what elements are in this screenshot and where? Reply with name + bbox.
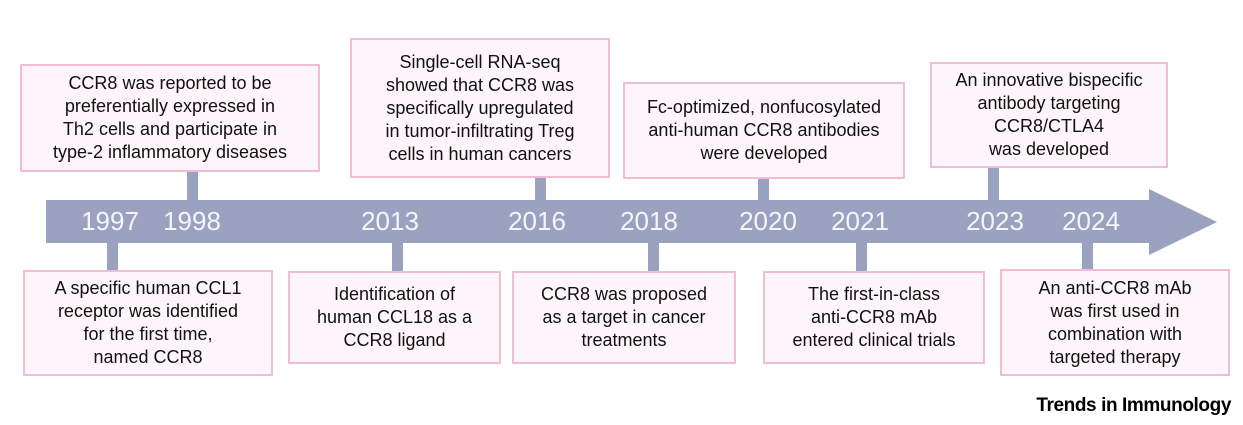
connector-2016-top [535,176,546,202]
year-label-2016: 2016 [508,206,566,236]
connector-1997-bottom [107,241,118,272]
event-box-1997: A specific human CCL1 receptor was ident… [23,270,273,376]
year-label-2023: 2023 [966,206,1024,236]
year-label-1997: 1997 [81,206,139,236]
event-box-2020: Fc-optimized, nonfucosylated anti-human … [623,82,905,179]
event-text-2013: Identification of human CCL18 as a CCR8 … [316,284,473,350]
event-text-2024: An anti-CCR8 mAb was first used in combi… [1038,277,1192,367]
year-label-2020: 2020 [739,206,797,236]
event-text-1998: CCR8 was reported to be preferentially e… [52,73,288,162]
connector-2020-top [758,177,769,202]
connector-2023-top [988,166,999,202]
journal-brand-label: Trends in Immunology [1036,395,1231,416]
year-label-2021: 2021 [831,206,889,236]
event-box-1998: CCR8 was reported to be preferentially e… [20,64,320,172]
event-box-2013: Identification of human CCL18 as a CCR8 … [288,271,501,364]
year-label-2018: 2018 [620,206,678,236]
year-label-1998: 1998 [163,206,221,236]
event-text-2018: CCR8 was proposed as a target in cancer … [540,284,708,350]
connector-2021-bottom [856,241,867,273]
event-box-2021: The first-in-class anti-CCR8 mAb entered… [763,271,985,364]
connector-2024-bottom [1082,241,1093,271]
timeline-arrowhead-icon [1149,189,1217,255]
connector-2013-bottom [392,241,403,273]
event-box-2018: CCR8 was proposed as a target in cancer … [512,271,736,364]
connector-1998-top [187,170,198,202]
event-text-2016: Single-cell RNA-seq showed that CCR8 was… [385,51,575,164]
connector-2018-bottom [648,241,659,273]
event-text-1997: A specific human CCL1 receptor was ident… [54,278,242,367]
year-label-2024: 2024 [1062,206,1120,236]
event-text-2023: An innovative bispecific antibody target… [955,70,1143,159]
event-box-2024: An anti-CCR8 mAb was first used in combi… [1000,269,1230,376]
timeline-bar [46,200,1150,243]
event-text-2020: Fc-optimized, nonfucosylated anti-human … [646,97,882,163]
event-box-2016: Single-cell RNA-seq showed that CCR8 was… [350,38,610,178]
event-box-2023: An innovative bispecific antibody target… [930,62,1168,168]
year-label-2013: 2013 [361,206,419,236]
event-text-2021: The first-in-class anti-CCR8 mAb entered… [792,284,956,350]
